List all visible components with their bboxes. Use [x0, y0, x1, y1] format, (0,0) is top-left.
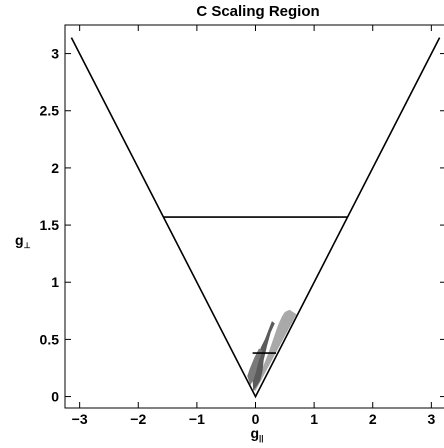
x-tick-label: −1: [189, 411, 205, 427]
x-tick-label: −3: [72, 411, 88, 427]
scaling-regions: [247, 309, 297, 391]
x-tick-label: 0: [252, 411, 260, 427]
y-tick-label: 0: [51, 389, 59, 405]
y-axis-label: g⊥: [15, 232, 31, 250]
x-tick-label: 1: [310, 411, 318, 427]
x-tick-label: −2: [130, 411, 146, 427]
region-2: [247, 348, 263, 386]
y-axis-ticks: 0 0.5 1 1.5 2 2.5 3: [40, 46, 444, 405]
x-axis-ticks: −3 −2 −1 0 1 2 3: [72, 25, 435, 427]
y-tick-label: 3: [51, 46, 59, 62]
series-line-0: [70, 37, 441, 399]
x-tick-label: 3: [427, 411, 435, 427]
y-tick-label: 1.5: [40, 217, 60, 233]
y-tick-label: 2: [51, 160, 59, 176]
y-tick-label: 0.5: [40, 331, 60, 347]
y-tick-label: 2.5: [40, 103, 60, 119]
chart-title: C Scaling Region: [196, 3, 319, 20]
y-tick-label: 1: [51, 274, 59, 290]
x-axis-label: g||: [250, 425, 263, 443]
x-tick-label: 2: [369, 411, 377, 427]
region-0: [252, 309, 297, 391]
region-1: [250, 321, 275, 391]
series-lines: [70, 37, 441, 399]
